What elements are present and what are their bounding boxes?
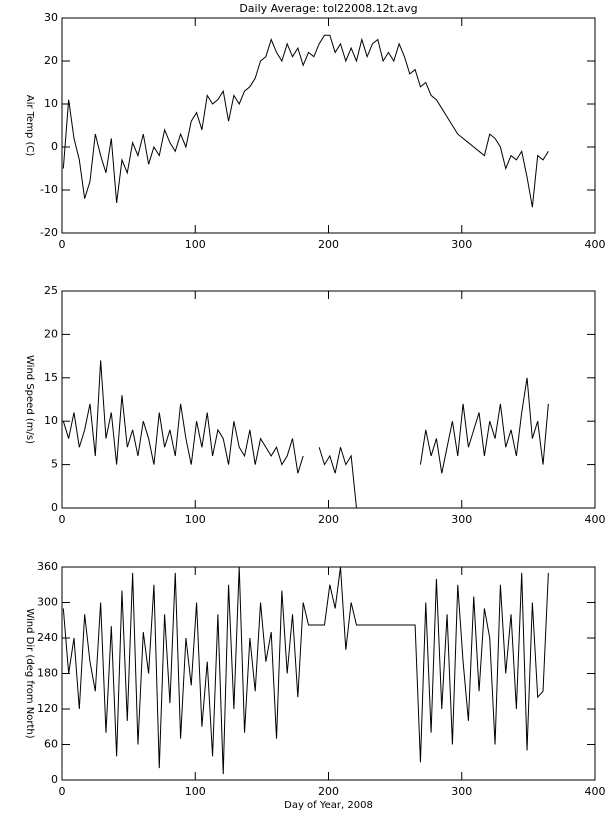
x-tick-label: 400 [585, 238, 606, 251]
x-tick-label: 0 [59, 785, 66, 798]
x-tick-label: 200 [318, 513, 339, 526]
x-tick-label: 400 [585, 513, 606, 526]
x-tick-label: 300 [451, 785, 472, 798]
y-tick-label: 240 [37, 631, 58, 644]
y-tick-label: 120 [37, 702, 58, 715]
y-tick-label: -10 [40, 183, 58, 196]
y-tick-label: 0 [51, 140, 58, 153]
x-tick-label: 100 [185, 513, 206, 526]
plot-frame [61, 566, 596, 781]
y-tick-label: 10 [44, 97, 58, 110]
data-line [62, 360, 549, 509]
chart-title: Daily Average: tol22008.12t.avg [239, 2, 417, 15]
y-tick-label: 10 [44, 414, 58, 427]
y-tick-label: 360 [37, 560, 58, 573]
y-axis-label: Air Temp (C) [24, 95, 35, 157]
plot-frame [61, 290, 596, 509]
x-tick-label: 300 [451, 513, 472, 526]
x-tick-label: 200 [318, 785, 339, 798]
x-tick-label: 100 [185, 785, 206, 798]
y-tick-label: 5 [51, 458, 58, 471]
x-tick-label: 0 [59, 513, 66, 526]
x-axis-label: Day of Year, 2008 [284, 800, 373, 811]
y-tick-label: 20 [44, 54, 58, 67]
y-tick-label: 15 [44, 371, 58, 384]
y-tick-label: 20 [44, 327, 58, 340]
x-tick-label: 300 [451, 238, 472, 251]
plot-frame [61, 17, 596, 234]
y-tick-label: 0 [51, 501, 58, 514]
y-tick-label: 60 [44, 738, 58, 751]
y-tick-label: 180 [37, 667, 58, 680]
data-line [62, 34, 549, 208]
data-line [62, 566, 549, 775]
y-tick-label: 30 [44, 11, 58, 24]
y-axis-label: Wind Speed (m/s) [24, 355, 35, 444]
y-tick-label: -20 [40, 226, 58, 239]
y-axis-label: Wind Dir (deg from North) [24, 608, 35, 738]
x-tick-label: 0 [59, 238, 66, 251]
y-tick-label: 300 [37, 596, 58, 609]
y-tick-label: 0 [51, 773, 58, 786]
x-tick-label: 100 [185, 238, 206, 251]
x-tick-label: 400 [585, 785, 606, 798]
y-tick-label: 25 [44, 284, 58, 297]
x-tick-label: 200 [318, 238, 339, 251]
